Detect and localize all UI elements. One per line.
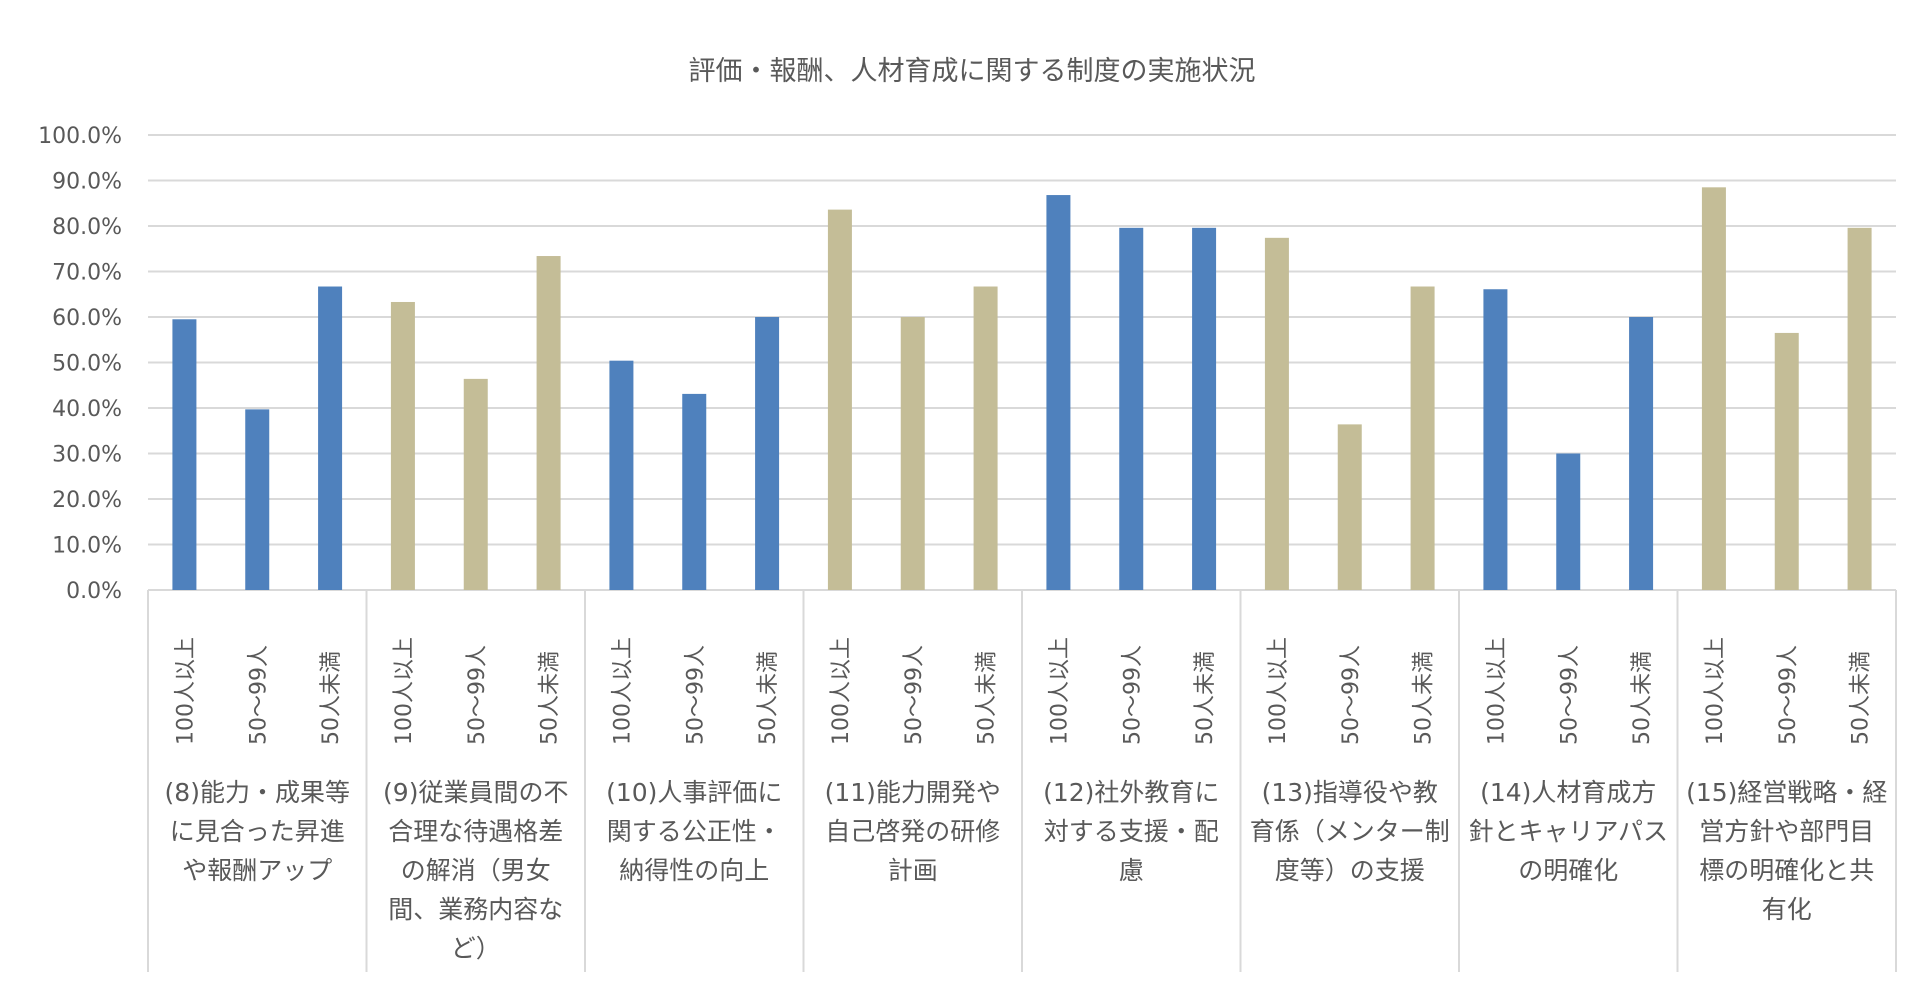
group-label: (15)経営戦略・経 (1686, 778, 1887, 807)
group-label: (8)能力・成果等 (165, 778, 350, 807)
group-label: (12)社外教育に (1043, 778, 1219, 807)
bar (1701, 187, 1726, 590)
bar (536, 256, 561, 590)
y-tick-label: 100.0% (38, 124, 122, 149)
x-tick-label: 100人以上 (1484, 637, 1509, 745)
bar (1046, 195, 1071, 590)
x-tick-label: 50人未満 (1412, 651, 1437, 745)
group-label: の解消（男女 (401, 856, 551, 885)
group-label: 納得性の向上 (619, 856, 769, 885)
x-tick-label: 50人未満 (1849, 651, 1874, 745)
bar (900, 317, 925, 590)
group-label: や報酬アップ (182, 856, 332, 885)
bar (755, 317, 780, 590)
x-tick-label: 50～99人 (683, 645, 708, 745)
group-label: (14)人材育成方 (1480, 778, 1656, 807)
x-tick-label: 50～99人 (1339, 645, 1364, 745)
y-tick-label: 90.0% (52, 170, 122, 195)
y-tick-label: 0.0% (66, 579, 122, 604)
bar (463, 378, 488, 590)
bar (1556, 453, 1581, 590)
x-tick-label: 50～99人 (1776, 645, 1801, 745)
bars (172, 187, 1872, 590)
x-tick-label: 50人未満 (319, 651, 344, 745)
y-tick-label: 20.0% (52, 488, 122, 513)
bar (1264, 237, 1289, 590)
y-tick-label: 70.0% (52, 261, 122, 286)
bar (1483, 289, 1508, 590)
bar (973, 286, 998, 590)
bar (1410, 286, 1435, 590)
group-label: 針とキャリアパス (1468, 817, 1668, 846)
group-label: 標の明確化と共 (1699, 856, 1874, 885)
x-tick-label: 100人以上 (1703, 637, 1728, 745)
bar (682, 393, 707, 590)
y-tick-label: 30.0% (52, 443, 122, 468)
group-label: 計画 (888, 856, 938, 885)
y-tick-label: 50.0% (52, 352, 122, 377)
bar (1774, 332, 1799, 590)
group-label: 慮 (1119, 856, 1144, 885)
y-tick-label: 40.0% (52, 397, 122, 422)
group-label: 関する公正性・ (607, 817, 782, 846)
x-tick-label: 50人未満 (1193, 651, 1218, 745)
x-tick-label: 50～99人 (1120, 645, 1145, 745)
x-tick-label: 100人以上 (392, 637, 417, 745)
x-tick-label: 50～99人 (465, 645, 490, 745)
y-axis-ticks: 0.0% 10.0% 20.0% 30.0% 40.0% 50.0% 60.0% 70.0% 8… (38, 124, 122, 604)
group-label: に見合った昇進 (170, 817, 345, 846)
group-label: 自己啓発の研修 (825, 817, 1000, 846)
bar (1629, 317, 1654, 590)
bar (390, 301, 415, 590)
group-label: 営方針や部門目 (1699, 817, 1874, 846)
y-tick-label: 10.0% (52, 534, 122, 559)
x-tick-label: 100人以上 (829, 637, 854, 745)
x-tick-label: 100人以上 (1047, 637, 1072, 745)
group-label: (11)能力開発や (825, 778, 1001, 807)
group-label: 度等）の支援 (1275, 856, 1425, 885)
bar (1337, 424, 1362, 590)
group-label: 育係（メンター制 (1250, 817, 1450, 846)
group-label: 合理な待遇格差 (388, 817, 563, 846)
x-tick-label: 50人未満 (538, 651, 563, 745)
group-label: 有化 (1762, 895, 1812, 924)
y-tick-label: 60.0% (52, 306, 122, 331)
group-label: 対する支援・配 (1044, 817, 1219, 846)
bar (1192, 227, 1217, 590)
bar (318, 286, 343, 590)
group-label: ど） (451, 934, 501, 963)
bar (609, 360, 634, 590)
bar (172, 319, 197, 590)
bar (245, 409, 270, 590)
group-label: (10)人事評価に (606, 778, 782, 807)
x-tick-label: 50人未満 (1630, 651, 1655, 745)
bar (1847, 227, 1872, 590)
x-tick-label: 50人未満 (975, 651, 1000, 745)
chart-title: 評価・報酬、人材育成に関する制度の実施状況 (689, 56, 1256, 87)
y-tick-label: 80.0% (52, 215, 122, 240)
x-tick-label: 100人以上 (173, 637, 198, 745)
group-label: 間、業務内容な (388, 895, 563, 924)
group-label: (13)指導役や教 (1262, 778, 1438, 807)
x-tick-label: 100人以上 (610, 637, 635, 745)
x-tick-label: 100人以上 (1266, 637, 1291, 745)
bar (827, 209, 852, 590)
gridlines (148, 134, 1896, 591)
bar (1119, 227, 1144, 590)
x-tick-label: 50～99人 (246, 645, 271, 745)
x-tick-label: 50人未満 (756, 651, 781, 745)
group-label: の明確化 (1518, 856, 1618, 885)
group-label: (9)従業員間の不 (383, 778, 568, 807)
x-tick-label: 50～99人 (1557, 645, 1582, 745)
x-tick-label: 50～99人 (902, 645, 927, 745)
